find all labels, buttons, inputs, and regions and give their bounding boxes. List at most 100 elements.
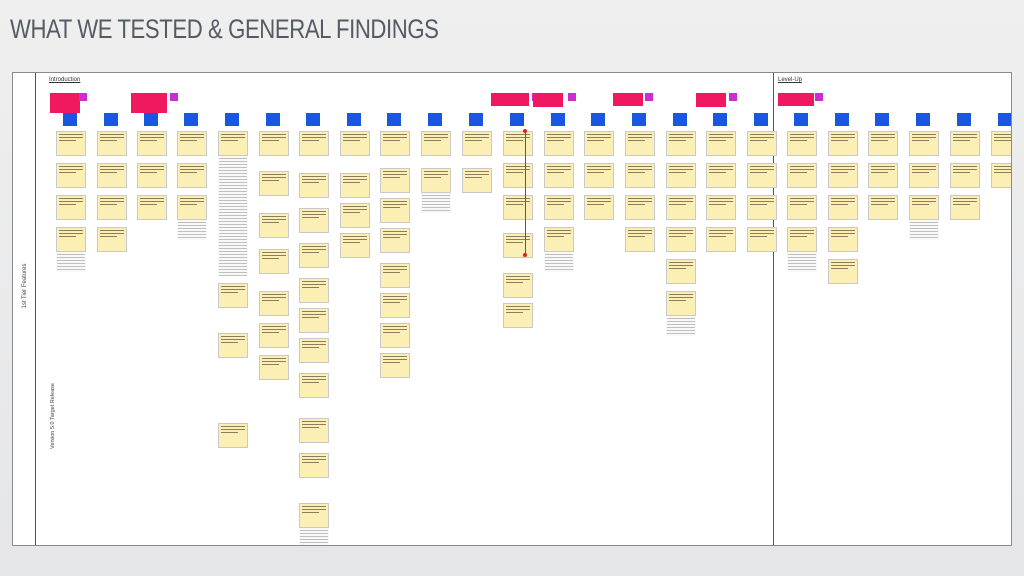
connector-line <box>525 131 526 255</box>
story-card <box>828 227 858 252</box>
row-label-tier: 1st Tier Features <box>22 263 28 309</box>
story-card <box>503 303 533 328</box>
story-card <box>177 195 207 220</box>
story-card <box>544 227 574 252</box>
story-card <box>97 195 127 220</box>
epic-tag <box>568 93 576 101</box>
story-card <box>625 195 655 220</box>
story-card <box>666 163 696 188</box>
story-card <box>625 163 655 188</box>
activity-sticky <box>144 113 158 126</box>
activity-sticky <box>713 113 727 126</box>
story-card <box>380 131 410 156</box>
story-card-notes <box>218 156 248 276</box>
story-card <box>380 198 410 223</box>
epic-sticky <box>50 93 80 113</box>
section-label-introduction: Introduction <box>49 77 81 83</box>
story-card <box>747 131 777 156</box>
story-card <box>950 131 980 156</box>
story-card-notes <box>787 252 817 272</box>
story-card <box>503 233 533 258</box>
story-card <box>503 195 533 220</box>
story-card <box>259 291 289 316</box>
epic-tag <box>729 93 737 101</box>
story-card <box>97 131 127 156</box>
story-card <box>259 323 289 348</box>
story-card <box>909 195 939 220</box>
activity-sticky <box>957 113 971 126</box>
story-card <box>462 131 492 156</box>
activity-sticky <box>347 113 361 126</box>
story-card <box>56 131 86 156</box>
story-card <box>666 291 696 316</box>
story-card <box>380 263 410 288</box>
story-card <box>706 227 736 252</box>
activity-sticky <box>63 113 77 126</box>
story-card <box>706 195 736 220</box>
story-card <box>544 195 574 220</box>
story-card <box>56 227 86 252</box>
story-card <box>380 168 410 193</box>
story-card <box>787 195 817 220</box>
story-card <box>299 373 329 398</box>
story-card <box>380 323 410 348</box>
story-card <box>828 163 858 188</box>
activity-sticky <box>387 113 401 126</box>
story-card-notes <box>421 193 451 213</box>
epic-sticky <box>131 93 167 113</box>
story-card <box>991 131 1011 156</box>
activity-sticky <box>551 113 565 126</box>
story-card <box>56 195 86 220</box>
story-card <box>218 283 248 308</box>
story-card-notes <box>56 252 86 272</box>
story-card <box>787 131 817 156</box>
story-card <box>340 203 370 228</box>
story-card-notes <box>177 220 207 240</box>
story-card <box>340 173 370 198</box>
story-card <box>584 131 614 156</box>
section-divider-left <box>35 73 36 545</box>
story-card <box>584 163 614 188</box>
story-card <box>503 131 533 156</box>
epic-tag <box>815 93 823 101</box>
epic-tag <box>79 93 87 101</box>
story-card <box>909 131 939 156</box>
story-card <box>259 131 289 156</box>
epic-sticky <box>533 93 563 107</box>
story-card <box>56 163 86 188</box>
activity-sticky <box>794 113 808 126</box>
story-card <box>97 227 127 252</box>
activity-sticky <box>266 113 280 126</box>
story-card <box>177 163 207 188</box>
row-label-release: Version 5.0 Target Release <box>50 383 56 449</box>
story-card <box>97 163 127 188</box>
story-card <box>259 171 289 196</box>
epic-sticky <box>778 93 814 106</box>
story-card <box>299 308 329 333</box>
story-card <box>340 131 370 156</box>
story-card <box>462 168 492 193</box>
activity-sticky <box>510 113 524 126</box>
story-map-board: Introduction Level-Up 1st Tier Features … <box>12 72 1012 546</box>
story-card <box>584 195 614 220</box>
story-card <box>868 163 898 188</box>
story-card <box>259 249 289 274</box>
activity-sticky <box>469 113 483 126</box>
activity-sticky <box>875 113 889 126</box>
story-card <box>503 273 533 298</box>
activity-sticky <box>104 113 118 126</box>
story-card <box>747 163 777 188</box>
story-card <box>706 163 736 188</box>
story-card <box>299 503 329 528</box>
story-card <box>544 131 574 156</box>
story-card <box>299 173 329 198</box>
activity-sticky <box>632 113 646 126</box>
epic-sticky <box>491 93 529 106</box>
story-card <box>666 227 696 252</box>
story-card-notes <box>666 316 696 336</box>
activity-sticky <box>225 113 239 126</box>
slide-title: WHAT WE TESTED & GENERAL FINDINGS <box>10 14 439 44</box>
story-card <box>868 131 898 156</box>
story-card <box>625 131 655 156</box>
story-card-notes <box>299 528 329 545</box>
